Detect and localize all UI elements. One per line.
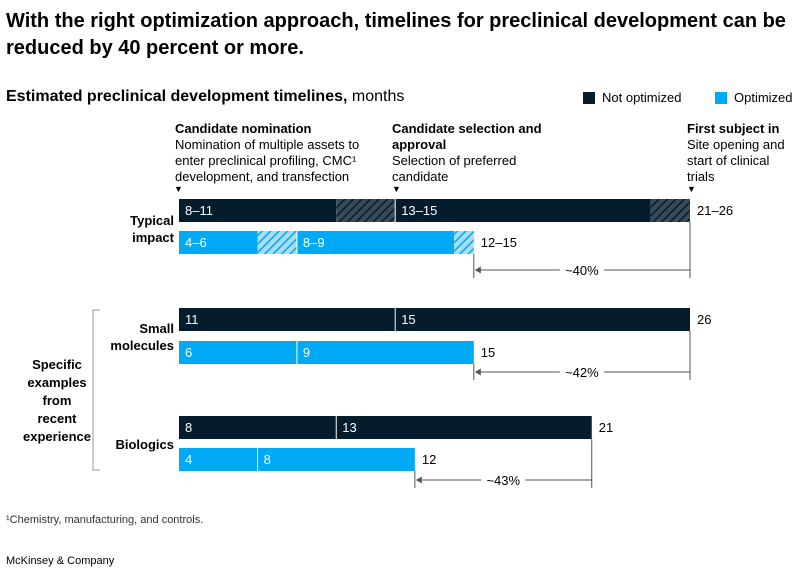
bar-segment bbox=[179, 199, 337, 222]
stage-description: Site opening and start of clinical trial… bbox=[687, 137, 785, 184]
segment-label: 8 bbox=[264, 452, 271, 467]
bar-segment bbox=[179, 341, 297, 364]
headline: With the right optimization approach, ti… bbox=[6, 10, 786, 59]
total-label: 12–15 bbox=[481, 235, 517, 250]
group-bracket bbox=[92, 309, 100, 471]
reduction-label: ~40% bbox=[565, 263, 599, 278]
bar-segment bbox=[257, 448, 415, 471]
stage-title: Candidate selection and approval bbox=[392, 121, 542, 152]
bar-segment bbox=[395, 308, 690, 331]
segment-label: 6 bbox=[185, 345, 192, 360]
segment-label: 8 bbox=[185, 420, 192, 435]
legend-label-optimized: Optimized bbox=[734, 90, 793, 105]
footnote: ¹Chemistry, manufacturing, and controls. bbox=[6, 514, 204, 526]
arrow-head-icon bbox=[474, 368, 481, 376]
stage-description: Selection of preferred candidate bbox=[392, 153, 517, 184]
segment-label: 13 bbox=[342, 420, 356, 435]
total-label: 21 bbox=[599, 420, 613, 435]
stage-first-subject-in: First subject in Site opening and start … bbox=[687, 121, 795, 185]
reduction-label-bg bbox=[559, 262, 604, 278]
group-label-biologics: Biologics bbox=[115, 437, 174, 452]
bar-range-hatch bbox=[650, 199, 690, 222]
reduction-label: ~43% bbox=[486, 473, 520, 488]
bar-range-hatch bbox=[336, 199, 396, 222]
legend-label-not-optimized: Not optimized bbox=[602, 90, 682, 105]
bar-segment bbox=[179, 448, 258, 471]
legend-not-optimized: Not optimized bbox=[583, 90, 681, 105]
reduction-label: ~42% bbox=[565, 365, 599, 380]
chart-subtitle: Estimated preclinical development timeli… bbox=[6, 88, 404, 106]
reduction-label-bg bbox=[559, 364, 604, 380]
brand-logo-text: McKinsey & Company bbox=[6, 555, 115, 567]
bar-segment bbox=[179, 308, 396, 331]
marker-triangle-icon: ▼ bbox=[687, 184, 696, 194]
bar-segment bbox=[179, 231, 258, 254]
segment-label: 8–11 bbox=[185, 203, 213, 218]
side-label-specific-examples: Specific examples from recent experience bbox=[23, 357, 91, 444]
segment-label: 9 bbox=[303, 345, 310, 360]
subtitle-unit: months bbox=[347, 88, 405, 105]
stage-candidate-selection: Candidate selection and approval Selecti… bbox=[392, 121, 572, 185]
segment-label: 11 bbox=[185, 312, 199, 327]
total-label: 15 bbox=[481, 345, 495, 360]
group-label-small-molecules: Small molecules bbox=[110, 321, 174, 353]
legend-optimized: Optimized bbox=[715, 90, 793, 105]
bar-range-hatch bbox=[454, 231, 474, 254]
total-label: 12 bbox=[422, 452, 436, 467]
bar-segment bbox=[296, 341, 474, 364]
stage-title: First subject in bbox=[687, 121, 780, 136]
segment-label: 15 bbox=[401, 312, 415, 327]
marker-triangle-icon: ▼ bbox=[392, 184, 401, 194]
stage-title: Candidate nomination bbox=[175, 121, 312, 136]
bar-range-hatch bbox=[257, 231, 297, 254]
stage-description: Nomination of multiple assets to enter p… bbox=[175, 137, 360, 184]
bar-segment bbox=[336, 416, 592, 439]
bar-segment bbox=[395, 199, 651, 222]
segment-label: 4 bbox=[185, 452, 192, 467]
subtitle-bold: Estimated preclinical development timeli… bbox=[6, 88, 348, 105]
arrow-head-icon bbox=[415, 476, 422, 484]
bar-segment bbox=[296, 231, 455, 254]
legend-swatch-optimized bbox=[715, 91, 727, 104]
group-label-typical-impact: Typical impact bbox=[130, 213, 174, 245]
legend-swatch-not-optimized bbox=[583, 91, 595, 104]
segment-label: 8–9 bbox=[303, 235, 325, 250]
arrow-head-icon bbox=[474, 266, 481, 274]
reduction-label-bg bbox=[481, 472, 526, 488]
total-label: 26 bbox=[697, 312, 711, 327]
segment-label: 4–6 bbox=[185, 235, 207, 250]
bar-segment bbox=[179, 416, 337, 439]
segment-label: 13–15 bbox=[401, 203, 437, 218]
marker-triangle-icon: ▼ bbox=[174, 184, 183, 194]
stage-candidate-nomination: Candidate nomination Nomination of multi… bbox=[175, 121, 390, 185]
total-label: 21–26 bbox=[697, 203, 733, 218]
